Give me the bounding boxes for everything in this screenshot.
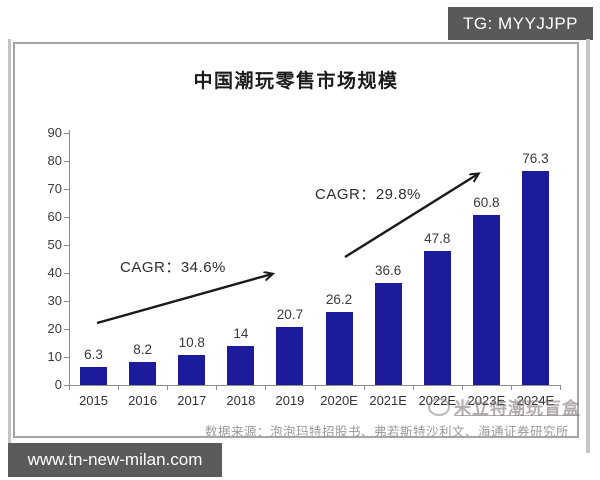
- y-axis-tick-label: 40: [47, 265, 62, 280]
- x-axis-tick-mark: [314, 386, 316, 390]
- bar-value-label: 36.6: [375, 262, 402, 278]
- bar: [521, 171, 549, 385]
- x-axis-tick-mark: [69, 386, 70, 390]
- website-url-badge: www.tn-new-milan.com: [8, 443, 222, 477]
- bar: [325, 311, 353, 385]
- cagr-annotation-2015-2019: CAGR：34.6%: [120, 259, 226, 276]
- bar: [80, 367, 108, 385]
- bar-value-label: 8.2: [133, 342, 153, 358]
- y-axis-tick-mark: [64, 329, 69, 330]
- x-axis-tick-mark: [265, 386, 267, 390]
- y-axis-tick-label: 70: [47, 181, 62, 196]
- y-axis-tick-mark: [64, 273, 69, 274]
- x-axis-category-label: 2016: [128, 393, 158, 408]
- y-axis-line: [69, 130, 70, 386]
- bar: [374, 282, 402, 385]
- left-scroll-strip: [8, 39, 11, 453]
- x-axis-category-label: 2024E: [516, 393, 555, 408]
- x-axis-tick-mark: [461, 386, 463, 390]
- x-axis-category-label: 2020E: [320, 393, 358, 408]
- y-axis-tick-mark: [64, 357, 69, 358]
- y-axis-tick-mark: [64, 161, 69, 162]
- bar: [129, 362, 157, 385]
- x-axis-tick-mark: [167, 386, 169, 390]
- x-axis-category-label: 2021E: [369, 393, 407, 408]
- x-axis-tick-mark: [216, 386, 218, 390]
- watermark-logo-icon: [428, 397, 450, 416]
- y-axis-tick-mark: [64, 385, 69, 386]
- y-axis-tick-mark: [64, 301, 69, 302]
- x-axis-line: [69, 385, 561, 386]
- bar-value-label: 60.8: [473, 194, 500, 210]
- bar: [423, 251, 451, 385]
- y-axis-tick-label: 90: [47, 125, 62, 140]
- y-axis-tick-label: 30: [47, 293, 62, 308]
- y-axis-tick-label: 10: [47, 349, 62, 364]
- y-axis-tick-label: 0: [54, 377, 62, 392]
- x-axis-category-label: 2018: [226, 393, 256, 408]
- y-axis-tick-label: 80: [47, 153, 62, 168]
- bar-value-label: 6.3: [84, 347, 103, 363]
- bar-value-label: 20.7: [276, 307, 304, 323]
- bar-value-label: 14: [233, 325, 249, 341]
- y-axis-tick-mark: [64, 189, 69, 190]
- bar: [227, 345, 255, 385]
- x-axis-category-label: 2023E: [467, 393, 506, 408]
- watermark-text: 米立特潮玩盲盒: [454, 399, 580, 418]
- x-axis-tick-mark: [510, 386, 512, 390]
- right-scroll-strip: [586, 39, 590, 453]
- bar-value-label: 47.8: [424, 231, 451, 247]
- bar: [178, 354, 206, 385]
- bar: [472, 214, 500, 385]
- bar-value-label: 76.3: [522, 151, 549, 167]
- x-axis-tick-mark: [412, 386, 414, 390]
- chart-title: 中国潮玩零售市场规模: [193, 71, 399, 92]
- y-axis-tick-mark: [64, 245, 69, 246]
- x-axis-category-label: 2015: [79, 393, 108, 408]
- y-axis-tick-label: 60: [47, 209, 62, 224]
- x-axis-category-label: 2017: [177, 393, 207, 408]
- bar: [276, 327, 304, 385]
- y-axis-tick-label: 20: [47, 321, 62, 336]
- x-axis-tick-mark: [118, 386, 120, 390]
- cagr-annotation-2019-2024: CAGR：29.8%: [315, 186, 421, 203]
- data-source-note: 数据来源：泡泡玛特招股书、弗若斯特沙利文、海通证券研究所: [204, 425, 569, 439]
- x-axis-tick-mark: [560, 386, 561, 390]
- bar-value-label: 26.2: [325, 291, 353, 307]
- y-axis-tick-mark: [64, 217, 69, 218]
- y-axis-tick-mark: [64, 133, 69, 134]
- chart-frame: [13, 42, 579, 438]
- watermark: 米立特潮玩盲盒: [428, 394, 580, 419]
- bar-value-label: 10.8: [178, 334, 205, 350]
- x-axis-category-label: 2019: [275, 393, 305, 408]
- tg-contact-badge: TG: MYYJJPP: [448, 7, 593, 40]
- x-axis-tick-mark: [363, 386, 365, 390]
- y-axis-tick-label: 50: [47, 237, 62, 252]
